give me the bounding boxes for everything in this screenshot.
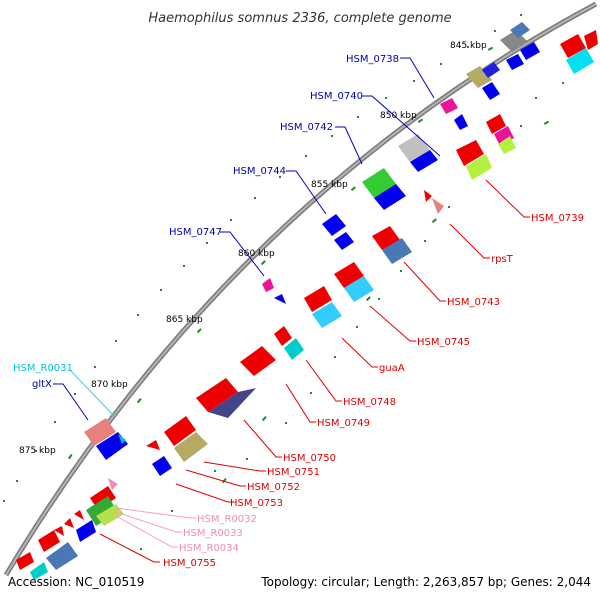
gene-label-hsm-r0031[interactable]: HSM_R0031 bbox=[13, 363, 73, 374]
outer-track-features bbox=[304, 30, 598, 328]
gene-label-hsm0742[interactable]: HSM_0742 bbox=[280, 122, 333, 133]
gene-feature bbox=[510, 22, 530, 38]
gene-label-hsm-r0033[interactable]: HSM_R0033 bbox=[183, 528, 243, 539]
gene-label-hsm0750[interactable]: HSM_0750 bbox=[283, 453, 336, 464]
gene-label-hsm0745[interactable]: HSM_0745 bbox=[417, 337, 470, 348]
gene-label-hsm0751[interactable]: HSM_0751 bbox=[267, 467, 320, 478]
tick-label: 845 kbp bbox=[450, 41, 487, 51]
gene-label-gltx[interactable]: gltX bbox=[32, 379, 52, 390]
accession-text: Accession: NC_010519 bbox=[8, 575, 144, 589]
genome-backbone-highlight bbox=[5, 3, 597, 576]
tick-label: 855 kbp bbox=[311, 180, 348, 190]
tick-label: 870 kbp bbox=[91, 380, 128, 390]
leader-lines-rna bbox=[115, 507, 196, 548]
tick-label: 865 kbp bbox=[166, 315, 203, 325]
gene-label-hsm0740[interactable]: HSM_0740 bbox=[310, 91, 363, 102]
gene-label-hsm0739[interactable]: HSM_0739 bbox=[531, 213, 584, 224]
gene-label-hsm0752[interactable]: HSM_0752 bbox=[247, 482, 300, 493]
gene-label-hsm-r0032[interactable]: HSM_R0032 bbox=[197, 514, 257, 525]
tick-label: 875 kbp bbox=[19, 446, 56, 456]
kbp-ticks bbox=[68, 46, 550, 484]
gene-label-hsm0749[interactable]: HSM_0749 bbox=[317, 418, 370, 429]
gene-label-hsm0738[interactable]: HSM_0738 bbox=[346, 54, 399, 65]
gene-label-hsm0755[interactable]: HSM_0755 bbox=[163, 558, 216, 569]
tick-label: 850 kbp bbox=[380, 111, 417, 121]
gene-label-guaa[interactable]: guaA bbox=[379, 363, 405, 374]
genome-backbone bbox=[3, 1, 598, 577]
gene-label-hsm0753[interactable]: HSM_0753 bbox=[230, 498, 283, 509]
map-title: Haemophilus somnus 2336, complete genome bbox=[148, 11, 451, 26]
gene-label-hsm0743[interactable]: HSM_0743 bbox=[447, 297, 500, 308]
leader-lines-right bbox=[99, 179, 530, 563]
gene-label-hsm-r0034[interactable]: HSM_R0034 bbox=[179, 543, 239, 554]
gene-label-hsm0748[interactable]: HSM_0748 bbox=[343, 397, 396, 408]
gene-label-hsm0747[interactable]: HSM_0747 bbox=[169, 227, 222, 238]
gene-label-hsm0744[interactable]: HSM_0744 bbox=[233, 166, 286, 177]
gene-label-rpst[interactable]: rpsT bbox=[491, 254, 514, 265]
inner-track-features bbox=[16, 22, 530, 580]
genome-summary-text: Topology: circular; Length: 2,263,857 bp… bbox=[260, 575, 591, 589]
tick-label: 860 kbp bbox=[238, 249, 275, 259]
leader-lines-left bbox=[53, 57, 441, 421]
scale-dots bbox=[3, 14, 564, 550]
